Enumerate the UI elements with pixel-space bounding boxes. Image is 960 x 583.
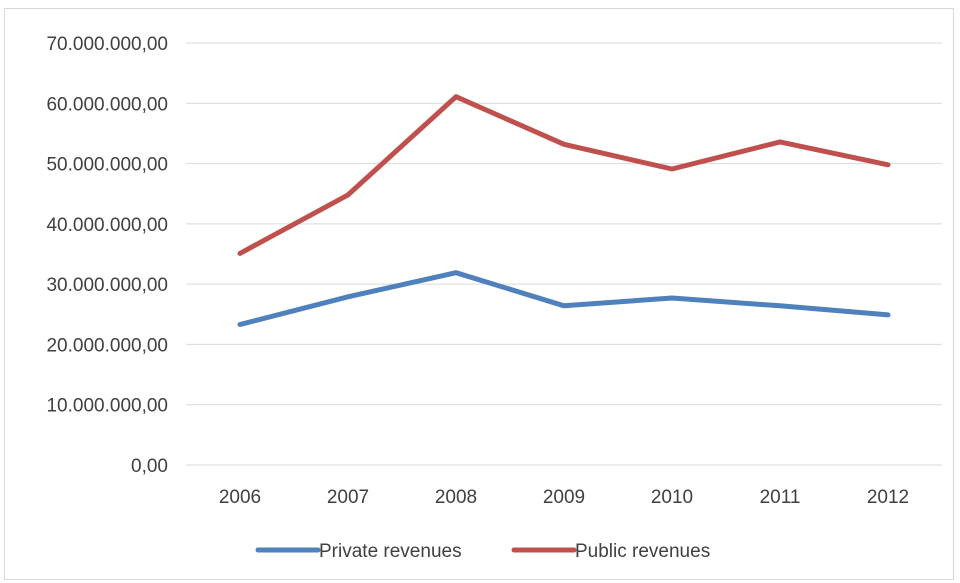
x-axis-labels: 2006 2007 2008 2009 2010 2011 2012 — [219, 487, 909, 508]
x-tick-label: 2012 — [867, 487, 909, 508]
x-tick-label: 2011 — [760, 487, 801, 508]
y-tick-label: 10.000.000,00 — [46, 396, 168, 417]
x-tick-label: 2008 — [435, 487, 477, 508]
y-tick-label: 50.000.000,00 — [46, 155, 168, 176]
series-lines — [237, 94, 891, 327]
y-tick-label: 20.000.000,00 — [46, 335, 168, 356]
x-tick-label: 2006 — [219, 487, 261, 508]
y-tick-label: 30.000.000,00 — [46, 275, 168, 296]
y-axis-labels: 0,00 10.000.000,00 20.000.000,00 30.000.000… — [46, 34, 168, 477]
legend: Private revenues Public revenues — [255, 541, 710, 562]
series-line-private-revenues — [237, 270, 891, 327]
series-line-public-revenues — [237, 94, 891, 256]
y-tick-label: 60.000.000,00 — [46, 94, 168, 115]
x-tick-label: 2009 — [543, 487, 585, 508]
gridlines — [186, 42, 942, 466]
legend-label: Public revenues — [575, 541, 710, 562]
y-tick-label: 70.000.000,00 — [46, 34, 168, 55]
x-tick-label: 2007 — [327, 487, 369, 508]
x-tick-label: 2010 — [651, 487, 693, 508]
y-tick-label: 40.000.000,00 — [46, 215, 168, 236]
legend-label: Private revenues — [319, 541, 462, 562]
y-tick-label: 0,00 — [131, 456, 168, 477]
